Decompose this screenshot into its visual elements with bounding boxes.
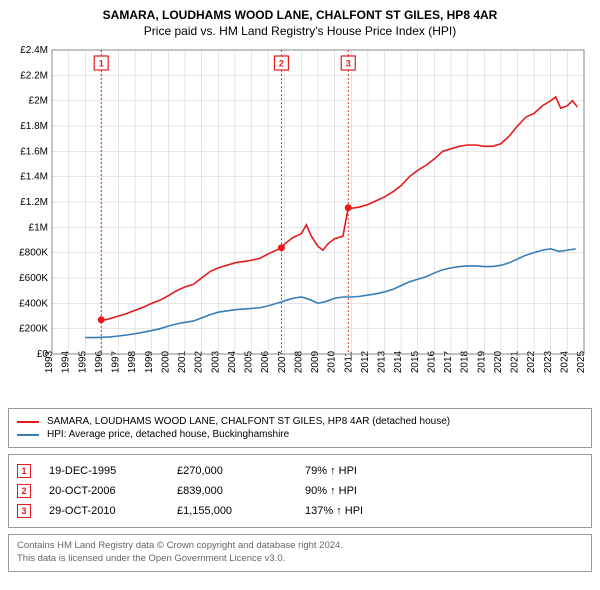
sales-table-row: 3 29-OCT-2010 £1,155,000 137% ↑ HPI [17,501,583,521]
legend-box: SAMARA, LOUDHAMS WOOD LANE, CHALFONT ST … [8,408,592,448]
sales-row-pct: 137% ↑ HPI [305,505,425,517]
sale-marker-dot [98,316,105,323]
sales-table: 1 19-DEC-1995 £270,000 79% ↑ HPI 2 20-OCT-200… [8,454,592,528]
sales-row-date: 29-OCT-2010 [49,505,159,517]
sale-marker-dot [278,244,285,251]
y-tick-label: £600K [19,273,48,284]
legend-row: HPI: Average price, detached house, Buck… [17,428,583,441]
chart-area: £0£200K£400K£600K£800K£1M£1.2M£1.4M£1.6M… [8,42,592,402]
y-tick-label: £400K [19,298,48,309]
legend-label: SAMARA, LOUDHAMS WOOD LANE, CHALFONT ST … [47,416,450,427]
legend-swatch [17,434,39,436]
chart-title-line2: Price paid vs. HM Land Registry's House … [8,24,592,38]
y-tick-label: £1.6M [20,146,48,157]
footer-line1: Contains HM Land Registry data © Crown c… [17,540,583,553]
line-chart-svg: £0£200K£400K£600K£800K£1M£1.2M£1.4M£1.6M… [8,42,592,402]
y-tick-label: £200K [19,324,48,335]
y-tick-label: £2.4M [20,45,48,56]
y-tick-label: £2.2M [20,70,48,81]
sales-row-pct: 90% ↑ HPI [305,485,425,497]
chart-title-line1: SAMARA, LOUDHAMS WOOD LANE, CHALFONT ST … [8,8,592,22]
sales-row-date: 19-DEC-1995 [49,465,159,477]
sale-marker-number: 3 [346,59,351,69]
legend-label: HPI: Average price, detached house, Buck… [47,429,289,440]
sale-marker-number: 2 [279,59,284,69]
y-tick-label: £1.4M [20,172,48,183]
sales-row-marker: 2 [17,484,31,498]
sales-row-pct: 79% ↑ HPI [305,465,425,477]
y-tick-label: £800K [19,248,48,259]
sales-table-row: 2 20-OCT-2006 £839,000 90% ↑ HPI [17,481,583,501]
sale-marker-dot [345,204,352,211]
sales-row-price: £839,000 [177,485,287,497]
sales-row-marker: 1 [17,464,31,478]
sale-marker-number: 1 [99,59,104,69]
sales-row-date: 20-OCT-2006 [49,485,159,497]
legend-swatch [17,421,39,423]
sales-row-price: £1,155,000 [177,505,287,517]
y-tick-label: £1.8M [20,121,48,132]
legend-row: SAMARA, LOUDHAMS WOOD LANE, CHALFONT ST … [17,415,583,428]
sales-table-row: 1 19-DEC-1995 £270,000 79% ↑ HPI [17,461,583,481]
y-tick-label: £1M [29,222,48,233]
sales-row-marker: 3 [17,504,31,518]
sales-row-price: £270,000 [177,465,287,477]
y-tick-label: £1.2M [20,197,48,208]
y-tick-label: £2M [29,96,48,107]
chart-title-block: SAMARA, LOUDHAMS WOOD LANE, CHALFONT ST … [8,8,592,38]
attribution-footer: Contains HM Land Registry data © Crown c… [8,534,592,572]
footer-line2: This data is licensed under the Open Gov… [17,553,583,566]
